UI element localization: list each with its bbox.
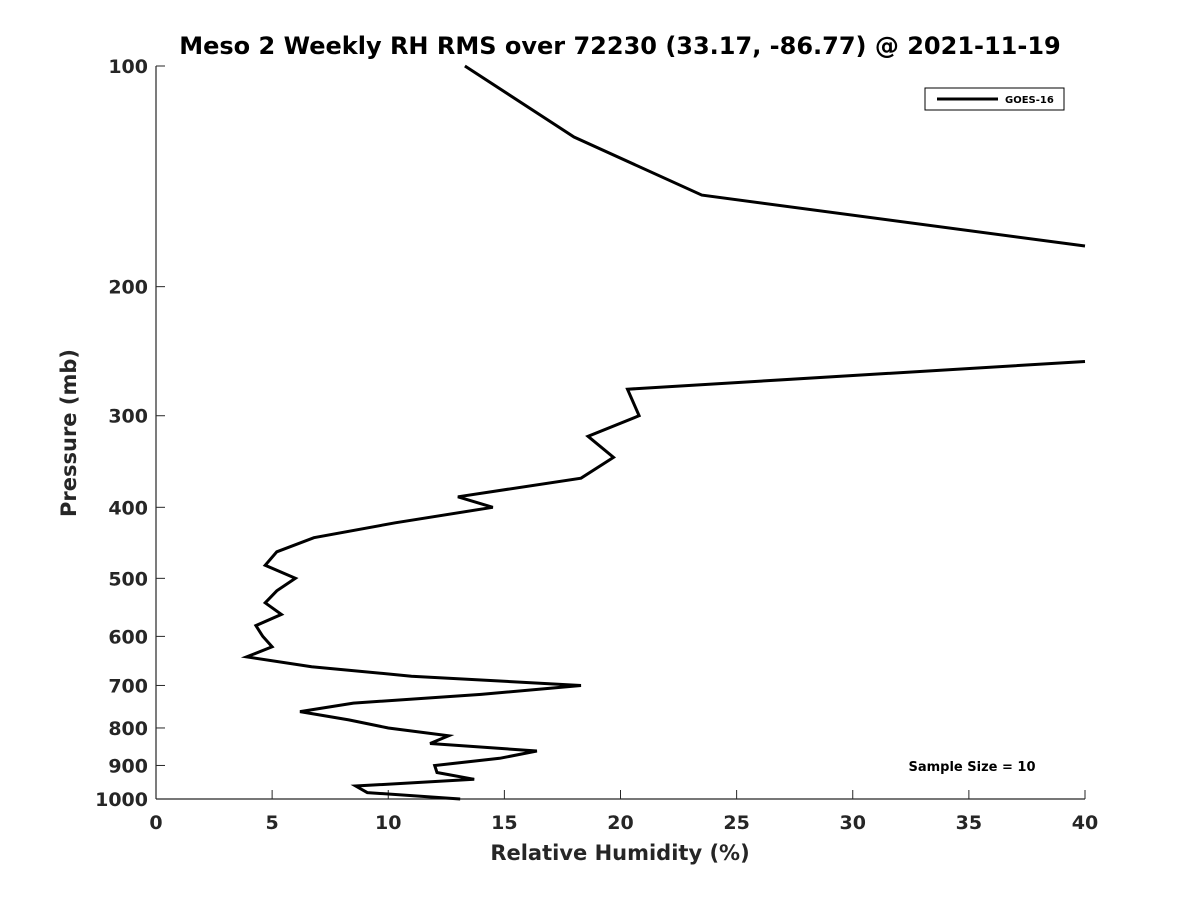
legend-entry-goes-16: GOES-16: [1005, 95, 1054, 106]
series-line-goes-16-segment-1: [464, 64, 1086, 248]
x-tick-label: 15: [491, 812, 517, 834]
y-tick-label: 1000: [95, 789, 148, 811]
y-tick-label: 500: [108, 568, 148, 590]
plot-area: 0 5 10 15 20 25 30 35 40 100 200 300 400 500 600 700 800…: [95, 56, 1098, 834]
x-tick-label: 10: [375, 812, 401, 834]
x-tick-label: 25: [723, 812, 749, 834]
y-tick-label: 200: [108, 277, 148, 299]
x-tick-label: 30: [840, 812, 866, 834]
y-tick-label: 300: [108, 406, 148, 428]
series-line-goes-16-segment-2: [240, 360, 1086, 801]
sample-size-annotation: Sample Size = 10: [908, 760, 1035, 775]
x-tick-label: 20: [607, 812, 633, 834]
y-tick-label: 900: [108, 755, 148, 777]
x-tick-label: 35: [956, 812, 982, 834]
y-axis-label: Pressure (mb): [57, 349, 81, 517]
x-tick-label: 40: [1072, 812, 1098, 834]
y-tick-label: 100: [108, 56, 148, 78]
chart-title: Meso 2 Weekly RH RMS over 72230 (33.17, …: [179, 32, 1061, 60]
y-tick-label: 800: [108, 718, 148, 740]
y-tick-label: 600: [108, 626, 148, 648]
x-tick-label: 0: [149, 812, 162, 834]
x-axis-label: Relative Humidity (%): [490, 841, 749, 865]
legend: GOES-16: [924, 87, 1065, 111]
x-tick-label: 5: [266, 812, 279, 834]
y-tick-label: 400: [108, 497, 148, 519]
y-tick-label: 700: [108, 675, 148, 697]
